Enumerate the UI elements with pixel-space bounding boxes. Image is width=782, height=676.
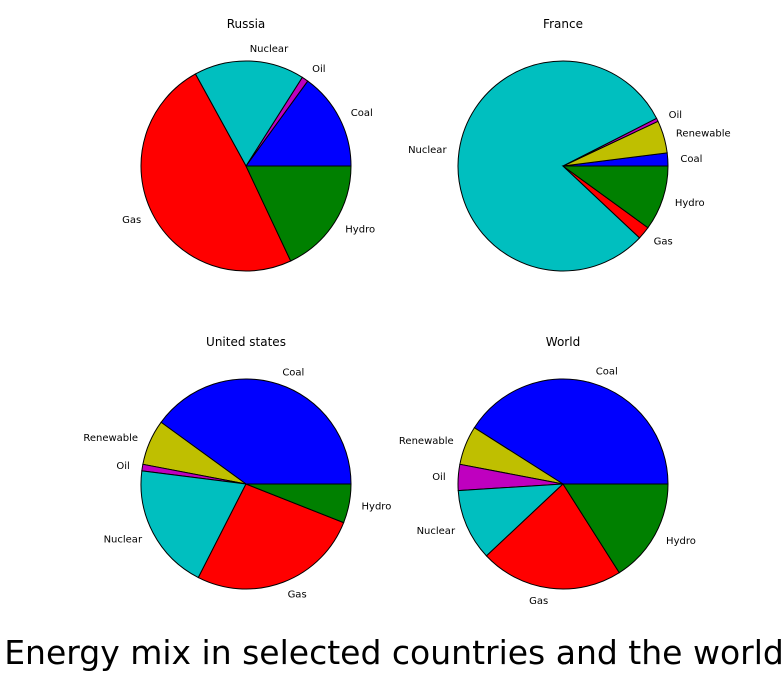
pie-title-united-states: United states [206,335,286,349]
pie-slice-gas [197,483,345,590]
slice-label-coal: Coal [680,154,702,165]
pie-russia: Russia Coal Oil Nuclear Gas Hydro [122,17,375,272]
pie-slice-gas [140,73,292,272]
pie-slice-hydro [245,483,352,524]
pie-title-france: France [543,17,583,31]
slice-label-gas: Gas [288,590,307,601]
slice-label-oil: Oil [432,472,445,483]
slice-label-hydro: Hydro [362,502,392,513]
pie-slice-hydro [562,483,669,574]
pie-slice-hydro [245,165,352,262]
slice-label-oil: Oil [669,110,682,121]
slice-label-gas: Gas [529,596,548,607]
pie-world: World Coal Renewable Oil Nuclear Gas Hydro [399,335,696,607]
slice-label-renewable: Renewable [83,433,138,444]
slice-label-gas: Gas [122,215,141,226]
slice-label-nuclear: Nuclear [104,535,143,546]
slice-label-gas: Gas [654,236,673,247]
slice-label-nuclear: Nuclear [250,44,289,55]
slice-label-renewable: Renewable [676,129,731,140]
pie-slice-nuclear [457,483,565,557]
slice-label-hydro: Hydro [666,536,696,547]
pie-slice-coal [245,80,352,167]
pie-title-world: World [546,335,580,349]
pie-slice-nuclear [457,60,658,272]
slice-label-hydro: Hydro [345,225,375,236]
slice-label-oil: Oil [116,461,129,472]
pie-slice-gas [485,483,620,590]
pie-slice-coal [160,378,352,485]
slice-label-renewable: Renewable [399,436,454,447]
pie-united-states: United states Coal Renewable Oil Nuclear Gas… [83,335,391,601]
slice-label-coal: Coal [282,368,304,379]
slice-label-coal: Coal [596,367,618,378]
slice-label-nuclear: Nuclear [417,526,456,537]
pie-title-russia: Russia [227,17,266,31]
figure-title: Energy mix in selected countries and the… [4,633,782,672]
slice-label-coal: Coal [351,108,373,119]
pie-slice-coal [473,378,669,485]
slice-label-nuclear: Nuclear [408,145,447,156]
pie-slice-nuclear [194,60,303,167]
slice-label-oil: Oil [312,64,325,75]
slice-label-hydro: Hydro [675,198,705,209]
pie-slice-hydro [561,165,669,229]
pie-france: France Coal Renewable Oil Nuclear Gas Hydro [408,17,731,272]
pie-slice-nuclear [140,470,247,579]
